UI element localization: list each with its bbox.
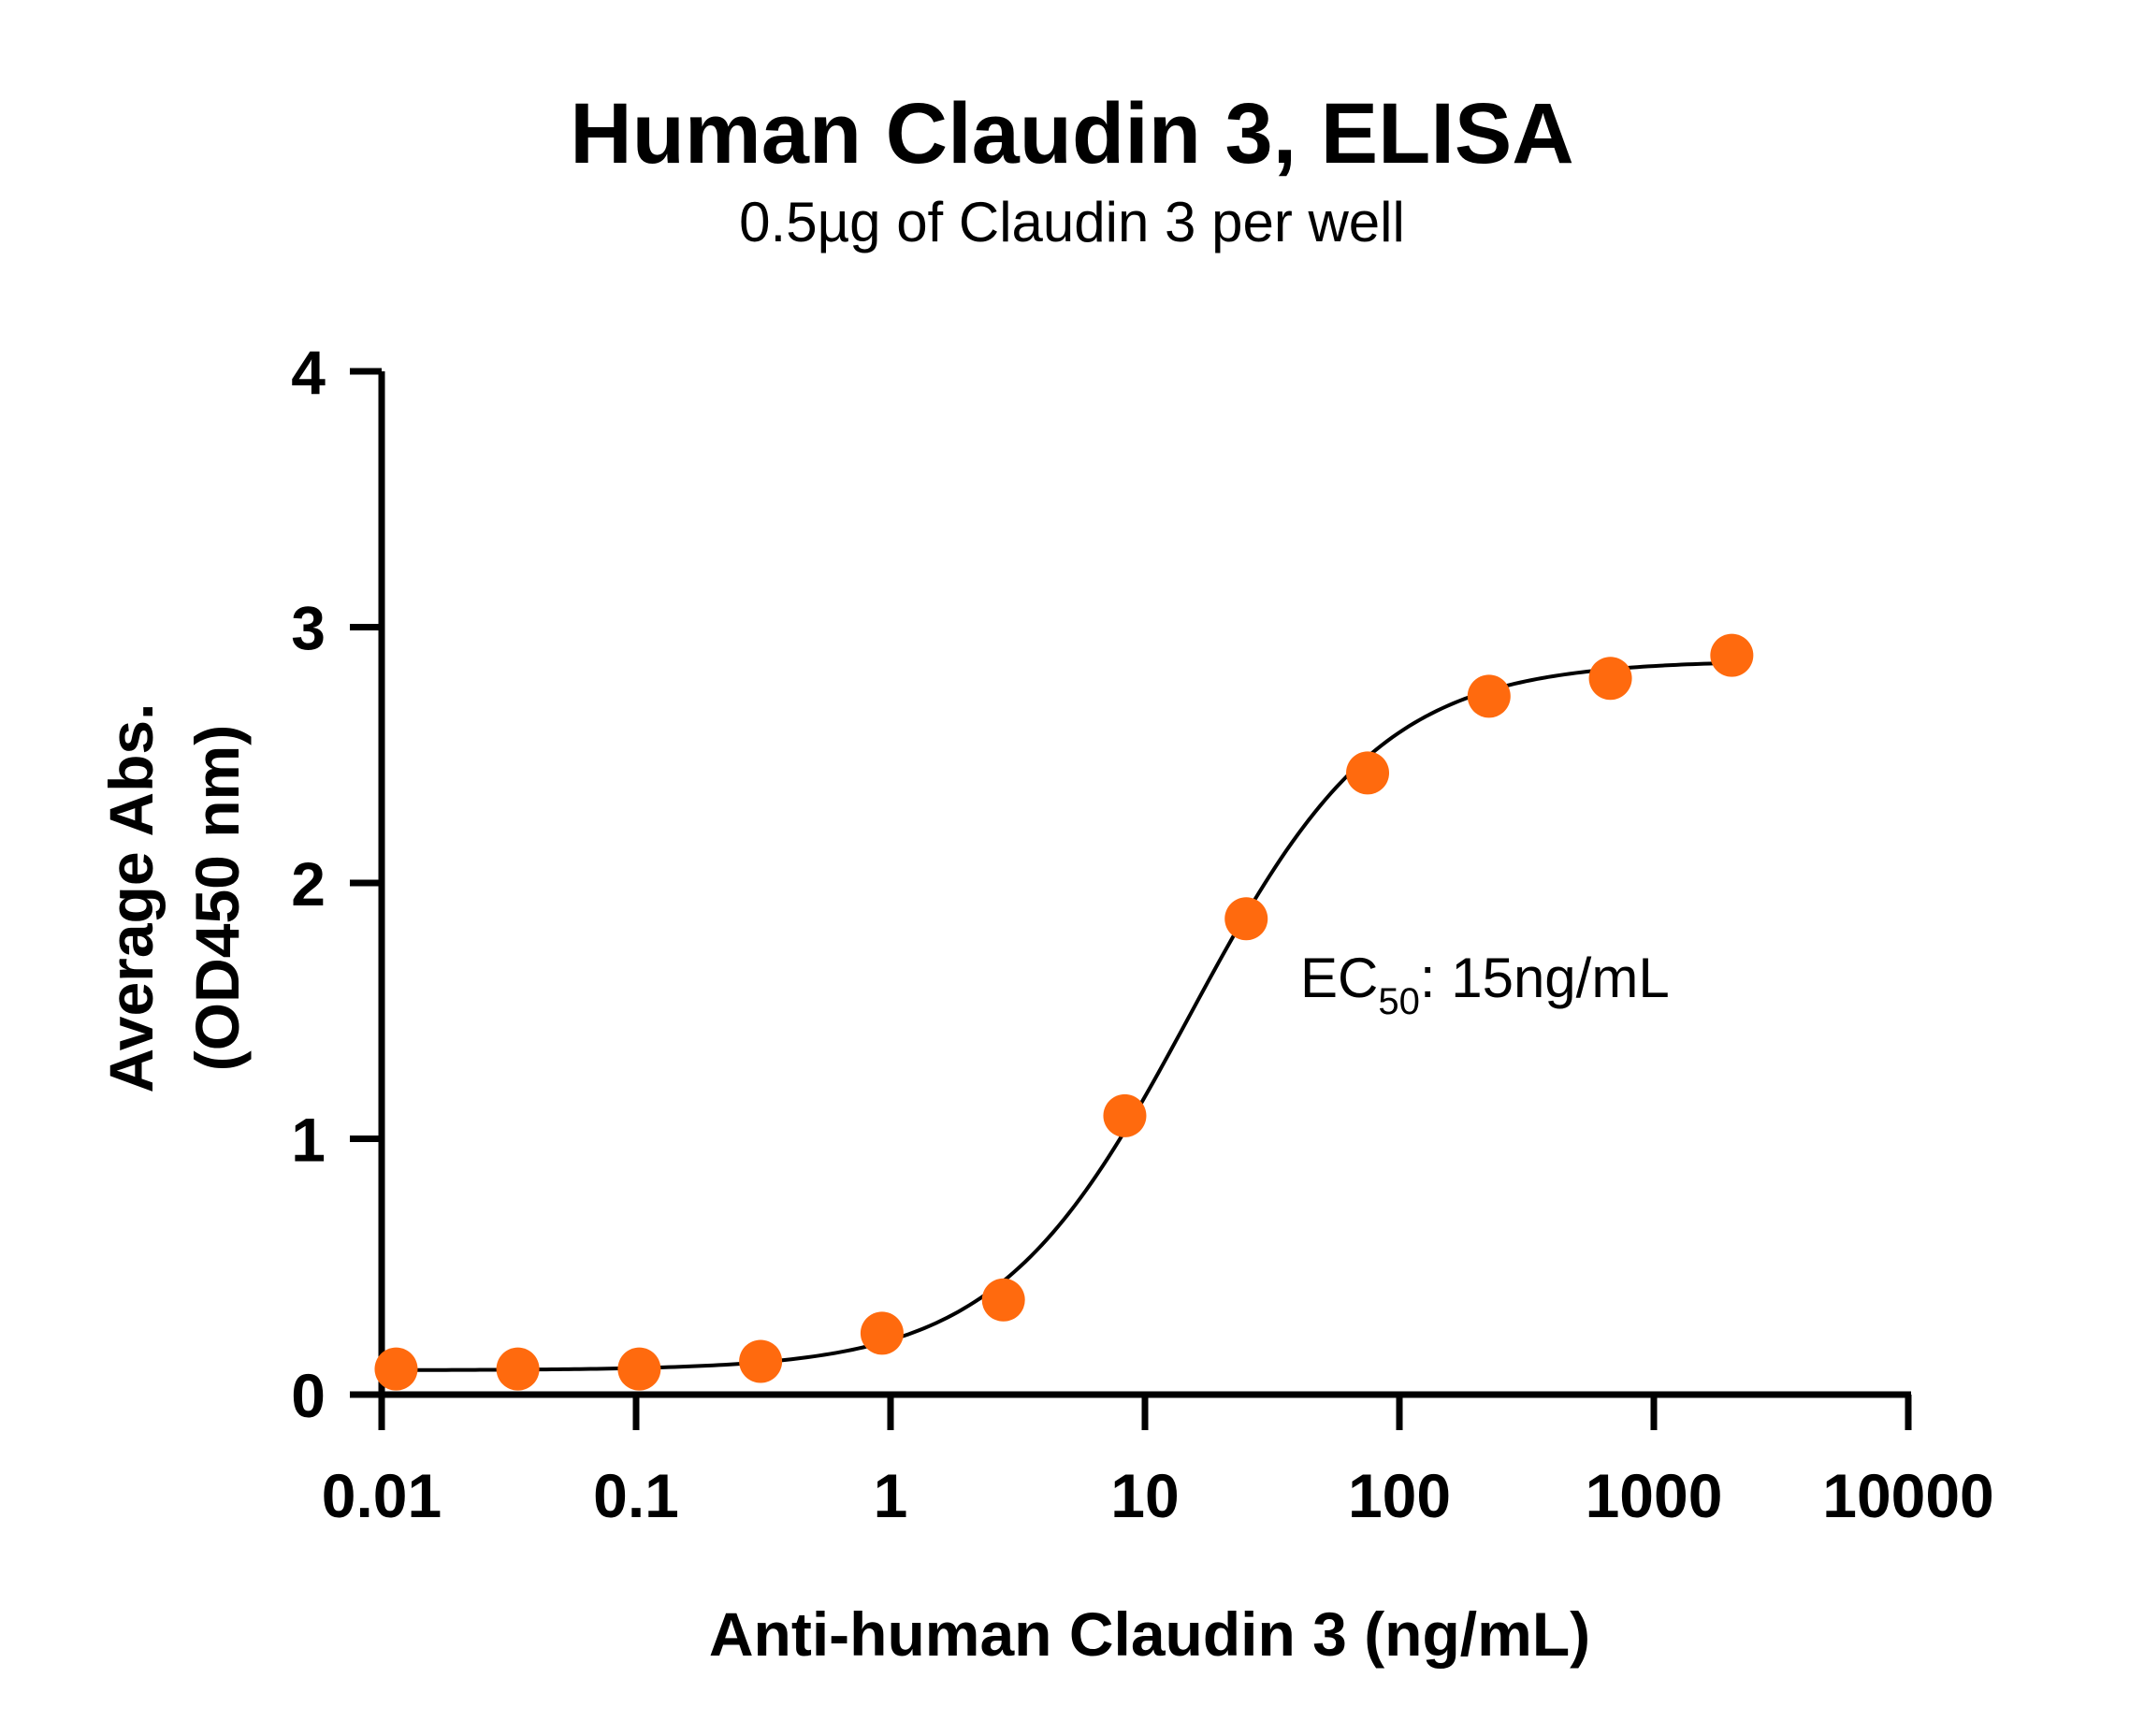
y-axis-label: Average Abs.	[96, 703, 166, 1093]
ec50-annotation-subscript: 50	[1378, 981, 1420, 1022]
y-tick-label: 1	[291, 1106, 326, 1175]
data-point	[617, 1347, 661, 1391]
data-point	[496, 1347, 540, 1391]
chart-title: Human Claudin 3, ELISA	[570, 86, 1573, 181]
data-point	[1103, 1093, 1147, 1137]
y-tick-label: 2	[291, 849, 326, 919]
x-tick-label: 0.01	[322, 1461, 442, 1530]
chart-subtitle: 0.5µg of Claudin 3 per well	[739, 191, 1405, 253]
x-tick-label: 10000	[1822, 1461, 1994, 1530]
y-axis: 0 1 2 3 4	[291, 338, 385, 1430]
x-axis: 0.01 0.1 1 10 100 1000 10000	[322, 1391, 1994, 1530]
data-point	[1224, 897, 1268, 941]
x-axis-label: Anti-human Claudin 3 (ng/mL)	[709, 1599, 1590, 1669]
y-tick-label: 4	[291, 338, 326, 407]
fit-curve	[396, 660, 1732, 1372]
data-point	[739, 1339, 783, 1383]
y-tick-label: 3	[291, 594, 326, 663]
data-point	[1588, 657, 1632, 701]
data-point	[1467, 674, 1511, 718]
data-point	[1346, 751, 1390, 795]
data-point	[1710, 633, 1754, 677]
x-tick-label: 10	[1110, 1461, 1179, 1530]
ec50-annotation-value: : 15ng/mL	[1420, 947, 1670, 1009]
y-tick-label: 0	[291, 1361, 326, 1430]
data-point	[860, 1311, 904, 1355]
data-points	[374, 633, 1754, 1391]
data-point	[981, 1278, 1025, 1322]
x-tick-label: 0.1	[593, 1461, 679, 1530]
ec50-annotation-main: EC	[1300, 947, 1378, 1009]
x-tick-label: 100	[1348, 1461, 1451, 1530]
x-tick-label: 1	[874, 1461, 908, 1530]
y-axis-label-units: (OD450 nm)	[182, 725, 252, 1071]
ec50-annotation: EC50: 15ng/mL	[1300, 947, 1670, 1022]
x-tick-label: 1000	[1586, 1461, 1723, 1530]
data-point	[374, 1347, 418, 1391]
